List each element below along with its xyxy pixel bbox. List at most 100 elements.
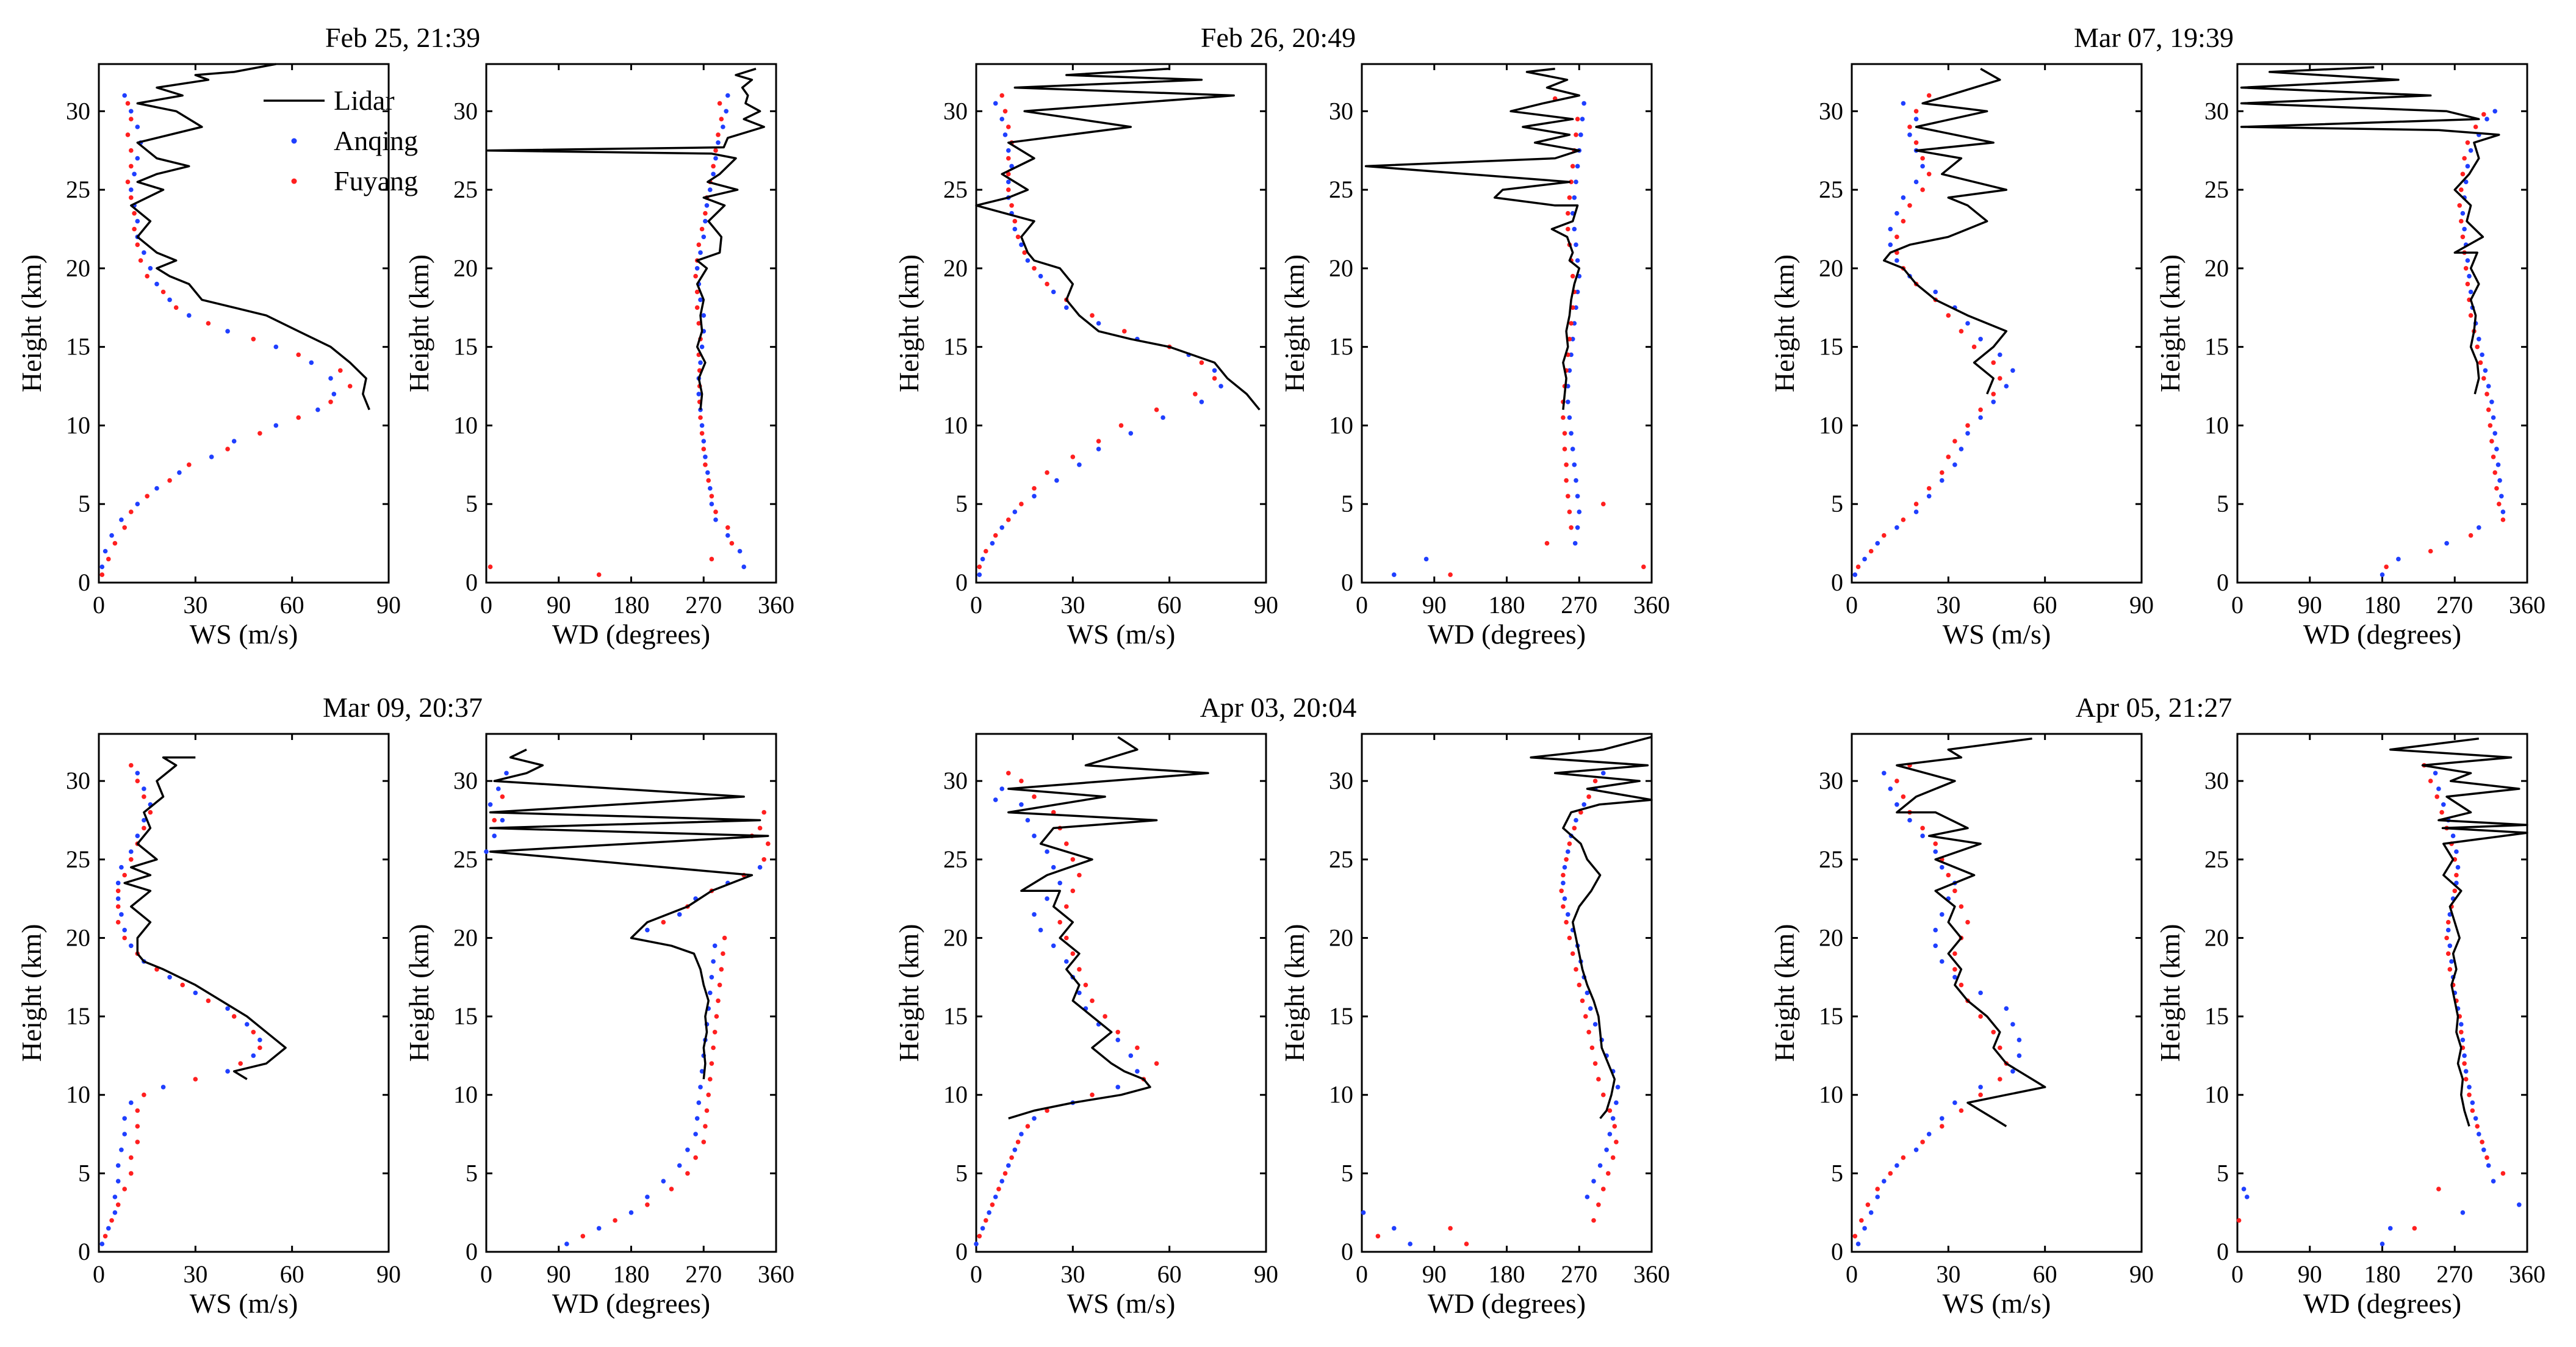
- fuyang-ws-point: [984, 1218, 988, 1223]
- fuyang-ws-point: [296, 415, 301, 420]
- fuyang-wd-point: [2465, 281, 2470, 287]
- fuyang-wd-point: [716, 998, 721, 1004]
- anqing-wd-point: [2462, 1053, 2467, 1058]
- legend-label-anqing: Anqing: [334, 125, 418, 156]
- anqing-wd-point: [645, 1194, 650, 1199]
- fuyang-ws-point: [1965, 919, 1970, 925]
- fuyang-ws-point: [180, 982, 185, 988]
- wd-axis-label: WD (degrees): [552, 619, 710, 650]
- fuyang-ws-point: [135, 1108, 140, 1113]
- fuyang-wd-point: [580, 1234, 586, 1239]
- anqing-wd-point: [2450, 833, 2456, 838]
- wd-subplot: 0 5 10 15 20 25 30 0 90 180 270 360 WD (degrees) Heig…: [403, 733, 794, 1319]
- anqing-wd-point: [1580, 117, 1585, 121]
- fuyang-wd-point: [766, 841, 771, 846]
- fuyang-ws-point: [251, 337, 256, 342]
- x-tick-label: 30: [1060, 591, 1085, 619]
- anqing-wd-point: [1361, 1210, 1366, 1215]
- panel-title: Mar 09, 20:37: [323, 692, 483, 723]
- anqing-wd-point: [2462, 226, 2467, 232]
- fuyang-ws-point: [1022, 250, 1027, 255]
- fuyang-ws-point: [122, 1187, 127, 1191]
- anqing-wd-point: [2380, 572, 2385, 577]
- fuyang-wd-point: [2412, 1226, 2417, 1231]
- anqing-ws-point: [1006, 148, 1011, 153]
- fuyang-ws-point: [1959, 982, 1964, 988]
- y-tick-label: 30: [66, 767, 90, 794]
- fuyang-wd-point: [2500, 1171, 2506, 1176]
- fuyang-wd-point: [1570, 305, 1575, 311]
- fuyang-ws-point: [115, 919, 121, 925]
- y-tick-label: 25: [453, 846, 478, 873]
- y-axis-label: Height (km): [403, 924, 434, 1061]
- fuyang-ws-point: [1002, 1171, 1008, 1176]
- anqing-ws-point: [115, 896, 121, 901]
- anqing-ws-point: [1115, 1085, 1120, 1090]
- fuyang-ws-point: [1032, 794, 1037, 799]
- fuyang-ws-point: [135, 242, 140, 248]
- fuyang-wd-point: [1567, 337, 1572, 342]
- x-tick-label: 30: [1936, 591, 1960, 619]
- fuyang-ws-point: [1901, 218, 1906, 224]
- anqing-wd-point: [741, 564, 746, 569]
- anqing-ws-point: [315, 407, 320, 412]
- fuyang-wd-point: [709, 494, 714, 499]
- anqing-wd-point: [1572, 226, 1577, 232]
- anqing-wd-point: [1392, 572, 1397, 577]
- fuyang-ws-point: [257, 431, 262, 436]
- x-tick-label: 0: [93, 591, 105, 619]
- lidar-wd-line: [2240, 66, 2500, 395]
- anqing-ws-point: [1862, 1226, 1867, 1231]
- panel-title: Apr 03, 20:04: [1200, 692, 1357, 723]
- fuyang-ws-point: [1006, 171, 1011, 177]
- x-tick-label: 360: [1633, 1260, 1670, 1288]
- fuyang-ws-point: [1855, 564, 1861, 569]
- anqing-ws-point: [1218, 384, 1223, 389]
- legend-marker-fuyang: [291, 178, 297, 184]
- x-tick-label: 90: [376, 1260, 401, 1288]
- fuyang-wd-point: [1569, 179, 1574, 185]
- anqing-wd-point: [699, 423, 705, 428]
- fuyang-ws-point: [1946, 872, 1951, 878]
- anqing-ws-point: [1913, 509, 1919, 514]
- fuyang-ws-point: [1959, 1108, 1964, 1113]
- anqing-wd-point: [1569, 431, 1574, 436]
- y-axis-label: Height (km): [16, 924, 47, 1061]
- fuyang-wd-point: [1564, 478, 1569, 483]
- fuyang-wd-point: [1566, 226, 1570, 232]
- y-tick-label: 10: [66, 1081, 90, 1108]
- fuyang-wd-point: [2459, 218, 2464, 224]
- anqing-ws-point: [2004, 1006, 2009, 1011]
- fuyang-wd-point: [1375, 1234, 1381, 1239]
- y-tick-label: 25: [1329, 846, 1353, 873]
- y-axis-label: Height (km): [1769, 924, 1800, 1061]
- fuyang-ws-point: [1045, 1108, 1049, 1113]
- fuyang-ws-point: [1852, 1234, 1858, 1239]
- anqing-ws-point: [1913, 1148, 1919, 1152]
- fuyang-ws-point: [135, 778, 140, 783]
- anqing-wd-point: [1614, 1100, 1619, 1105]
- anqing-ws-point: [1032, 494, 1037, 499]
- y-tick-label: 10: [1819, 1081, 1843, 1108]
- anqing-ws-point: [1006, 179, 1011, 185]
- x-tick-label: 90: [1254, 1260, 1278, 1288]
- y-tick-label: 0: [1831, 1238, 1843, 1265]
- fuyang-wd-point: [1592, 778, 1598, 783]
- anqing-ws-point: [1940, 1116, 1945, 1121]
- fuyang-wd-point: [2468, 533, 2473, 538]
- y-tick-label: 10: [2204, 411, 2229, 439]
- fuyang-ws-point: [251, 1030, 256, 1035]
- anqing-wd-point: [698, 360, 703, 365]
- fuyang-ws-point: [1952, 439, 1957, 444]
- anqing-ws-point: [1913, 179, 1919, 185]
- fuyang-ws-point: [1926, 93, 1932, 98]
- anqing-wd-point: [2470, 1100, 2475, 1105]
- lidar-wd-line: [2389, 737, 2528, 1127]
- fuyang-wd-point: [719, 967, 724, 972]
- y-axis-label: Height (km): [893, 924, 924, 1061]
- fuyang-ws-point: [1051, 810, 1056, 815]
- x-tick-label: 90: [1422, 591, 1447, 619]
- anqing-ws-point: [1920, 163, 1925, 169]
- fuyang-wd-point: [1570, 273, 1575, 279]
- anqing-ws-point: [1096, 447, 1101, 451]
